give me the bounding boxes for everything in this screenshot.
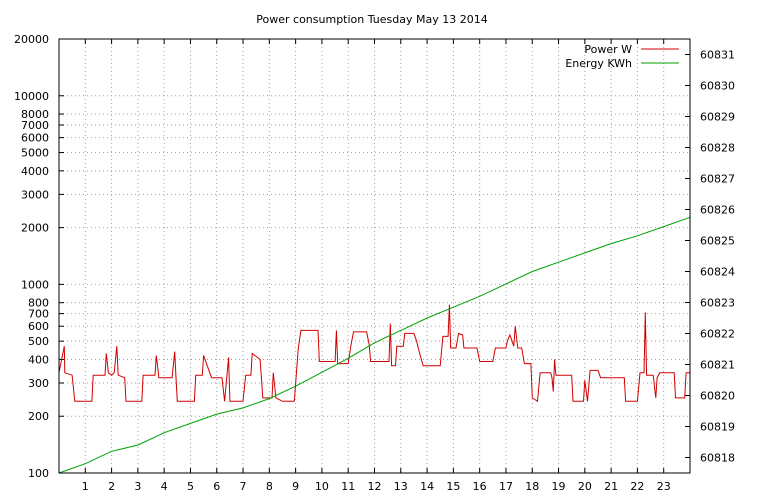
y-right-tick-label: 60818 (700, 452, 735, 465)
y-right-tick-label: 60821 (700, 359, 735, 372)
y-right-tick-label: 60828 (700, 142, 735, 155)
y-left-tick-label: 700 (28, 308, 49, 321)
x-tick-label: 15 (446, 480, 460, 493)
y-left-tick-label: 3000 (21, 188, 49, 201)
y-right-tick-label: 60830 (700, 80, 735, 93)
y-left-tick-label: 4000 (21, 165, 49, 178)
chart-title: Power consumption Tuesday May 13 2014 (256, 13, 487, 26)
x-tick-label: 17 (499, 480, 513, 493)
x-tick-label: 10 (315, 480, 329, 493)
y-left-tick-label: 400 (28, 353, 49, 366)
plot-frame (58, 38, 691, 474)
y-left-tick-label: 5000 (21, 147, 49, 160)
y-left-tick-label: 10000 (14, 90, 49, 103)
x-tick-label: 8 (266, 480, 273, 493)
x-tick-label: 12 (368, 480, 382, 493)
y-left-tick-label: 20000 (14, 33, 49, 46)
x-tick-label: 4 (161, 480, 168, 493)
y-right-tick-label: 60822 (700, 328, 735, 341)
y-left-tick-label: 600 (28, 320, 49, 333)
x-tick-label: 20 (578, 480, 592, 493)
y-right-tick-label: 60826 (700, 204, 735, 217)
x-tick-label: 23 (657, 480, 671, 493)
legend-label-energy: Energy KWh (565, 57, 632, 70)
series-line-energy (58, 216, 691, 474)
series-line-power (58, 304, 690, 403)
y-left-tick-label: 800 (28, 297, 49, 310)
x-tick-label: 21 (604, 480, 618, 493)
axis-layer: 1 2 3 4 5 6 7 8 9 10 11 12 13 14 15 16 17 18 19 20 21 22 23100… (14, 33, 735, 493)
series-layer (58, 216, 691, 474)
x-tick-label: 7 (240, 480, 247, 493)
y-right-tick-label: 60820 (700, 390, 735, 403)
legend: Power W Energy KWh (565, 43, 679, 70)
y-left-tick-label: 500 (28, 335, 49, 348)
x-tick-label: 19 (552, 480, 566, 493)
y-right-tick-label: 60823 (700, 297, 735, 310)
x-tick-label: 14 (420, 480, 434, 493)
y-right-tick-label: 60824 (700, 266, 735, 279)
y-left-tick-label: 1000 (21, 278, 49, 291)
x-tick-label: 5 (187, 480, 194, 493)
x-tick-label: 1 (82, 480, 89, 493)
grid-layer (59, 39, 690, 473)
y-left-tick-label: 300 (28, 377, 49, 390)
legend-label-power: Power W (584, 43, 632, 56)
y-right-tick-label: 60819 (700, 421, 735, 434)
y-left-tick-label: 100 (28, 467, 49, 480)
y-left-tick-label: 6000 (21, 132, 49, 145)
y-right-tick-label: 60829 (700, 111, 735, 124)
x-tick-label: 11 (341, 480, 355, 493)
y-right-tick-label: 60827 (700, 173, 735, 186)
x-tick-label: 6 (213, 480, 220, 493)
y-left-tick-label: 8000 (21, 108, 49, 121)
y-left-tick-label: 7000 (21, 119, 49, 132)
x-tick-label: 2 (108, 480, 115, 493)
x-tick-label: 3 (134, 480, 141, 493)
y-left-tick-label: 200 (28, 410, 49, 423)
x-tick-label: 13 (394, 480, 408, 493)
y-right-tick-label: 60831 (700, 49, 735, 62)
y-right-tick-label: 60825 (700, 235, 735, 248)
y-left-tick-label: 2000 (21, 222, 49, 235)
x-tick-label: 16 (473, 480, 487, 493)
x-tick-label: 9 (292, 480, 299, 493)
x-tick-label: 18 (525, 480, 539, 493)
x-tick-label: 22 (630, 480, 644, 493)
